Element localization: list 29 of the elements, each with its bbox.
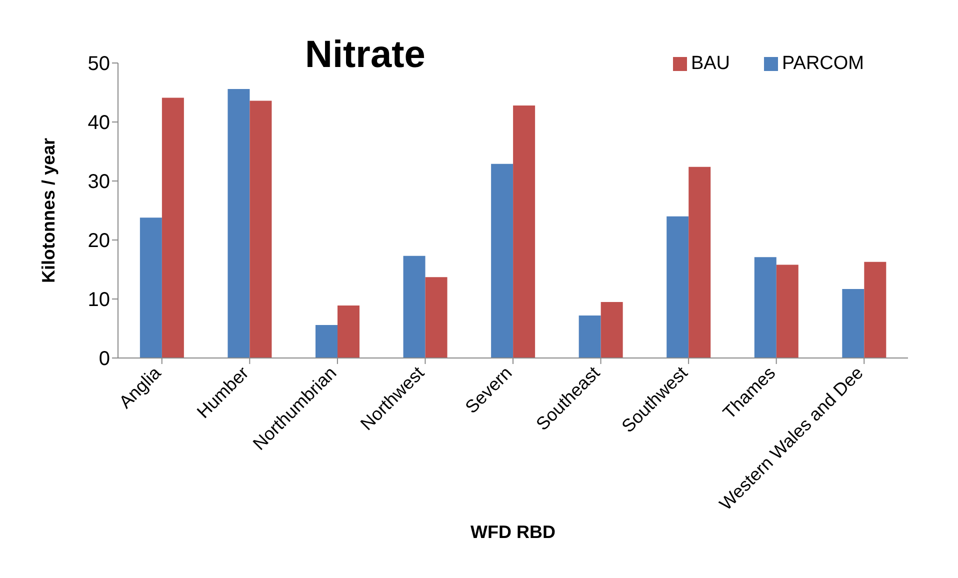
bar — [491, 164, 514, 358]
y-tick-label: 10 — [88, 289, 110, 312]
y-axis-title: Kilotonnes / year — [38, 138, 58, 284]
y-tick-label: 40 — [88, 112, 110, 134]
bar — [250, 100, 272, 358]
bar — [513, 105, 536, 358]
x-axis-title: WFD RBD — [470, 522, 556, 542]
bar — [864, 262, 886, 358]
bar — [754, 257, 776, 358]
y-tick-label: 50 — [88, 53, 110, 76]
y-tick-label: 0 — [98, 348, 110, 370]
bar — [316, 324, 338, 358]
bar — [578, 316, 601, 358]
bar — [666, 216, 689, 358]
legend-label: BAU — [690, 53, 730, 74]
y-tick-label: 20 — [88, 230, 110, 252]
y-tick-label: 30 — [88, 171, 110, 194]
bar — [600, 302, 623, 358]
bar — [338, 305, 360, 358]
bar — [140, 218, 162, 358]
bar — [776, 264, 798, 358]
chart-title: Nitrate — [305, 34, 426, 77]
bar — [688, 166, 711, 358]
bar — [228, 88, 250, 358]
legend-label: PARCOM — [782, 53, 864, 74]
bar — [162, 98, 184, 358]
bar — [403, 256, 426, 358]
bar — [425, 277, 448, 358]
bar — [842, 288, 864, 358]
